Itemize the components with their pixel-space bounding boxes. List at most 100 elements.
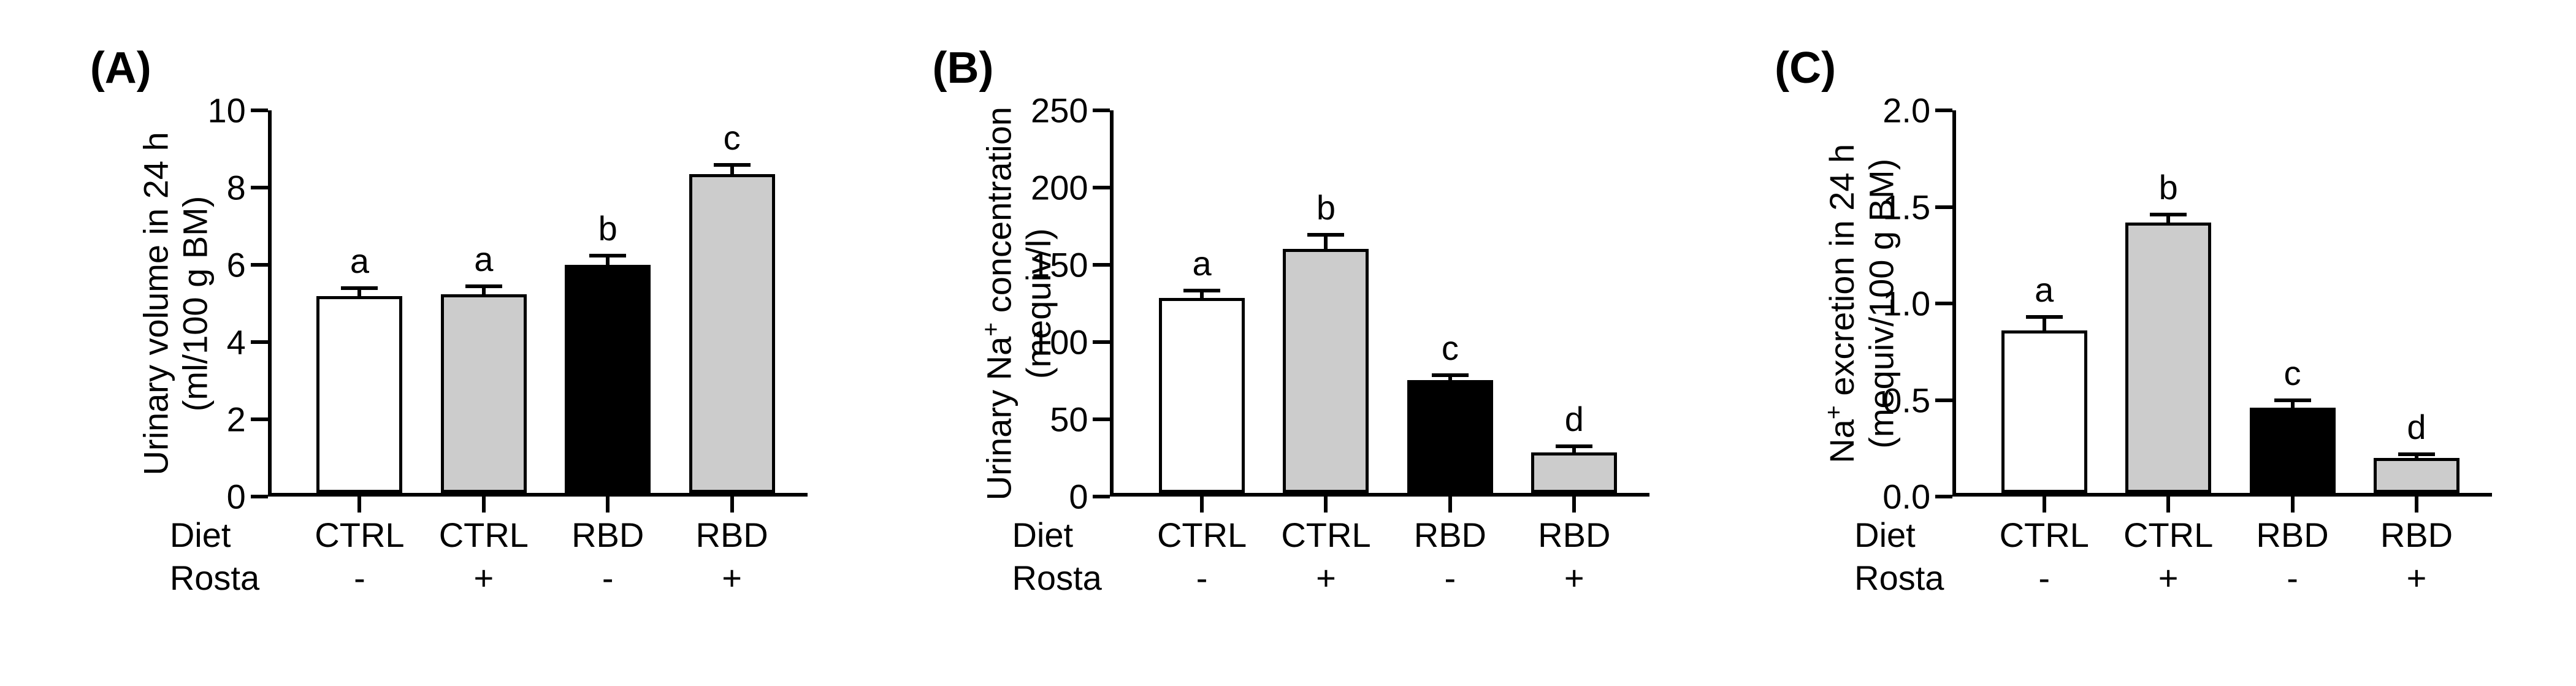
x-tick-label-diet: CTRL xyxy=(1281,515,1370,555)
y-tick-label: 1.0 xyxy=(1882,284,1930,324)
row-label-diet: Diet xyxy=(170,515,231,555)
x-tick xyxy=(357,497,361,513)
row-label-diet: Diet xyxy=(1854,515,1916,555)
x-tick xyxy=(2166,497,2170,513)
panel-A: (A)Urinary volume in 24 h(ml/100 g BM)02… xyxy=(47,25,844,674)
x-tick-label-diet: CTRL xyxy=(2000,515,2089,555)
plot-area: 0.00.51.01.52.0aCTRL-bCTRL+cRBD-dRBD+ xyxy=(1952,110,2492,497)
x-tick-label-rosta: + xyxy=(1316,558,1336,598)
plot-area: 0246810aCTRL-aCTRL+bRBD-cRBD+ xyxy=(268,110,808,497)
x-axis xyxy=(1952,493,2492,497)
bar xyxy=(1283,249,1369,493)
x-axis xyxy=(1110,493,1649,497)
y-tick-label: 10 xyxy=(208,91,246,131)
y-tick-label: 250 xyxy=(1031,91,1088,131)
y-tick xyxy=(1093,495,1110,498)
error-bar-cap xyxy=(465,284,502,288)
x-tick-label-rosta: + xyxy=(1564,558,1584,598)
y-tick xyxy=(1093,109,1110,112)
y-tick xyxy=(1935,205,1952,209)
bar xyxy=(441,294,527,493)
x-tick-label-diet: RBD xyxy=(1414,515,1486,555)
y-tick-label: 2 xyxy=(227,400,246,440)
x-tick xyxy=(1448,497,1452,513)
x-tick xyxy=(2291,497,2295,513)
error-bar-cap xyxy=(1307,233,1344,237)
x-tick-label-rosta: + xyxy=(722,558,742,598)
y-tick xyxy=(251,109,268,112)
error-bar-cap xyxy=(1556,444,1592,448)
x-tick-label-rosta: - xyxy=(2287,558,2298,598)
row-label-rosta: Rosta xyxy=(1854,558,1944,598)
bar xyxy=(2125,223,2211,493)
x-tick-label-diet: RBD xyxy=(2380,515,2453,555)
significance-letter: b xyxy=(1317,188,1336,227)
bar xyxy=(2001,330,2087,493)
x-tick xyxy=(482,497,486,513)
y-tick-label: 8 xyxy=(227,168,246,208)
y-tick xyxy=(251,417,268,421)
significance-letter: d xyxy=(1565,399,1584,439)
x-tick-label-rosta: + xyxy=(2407,558,2427,598)
x-tick xyxy=(730,497,734,513)
bar xyxy=(1159,298,1245,493)
x-tick-label-rosta: + xyxy=(2158,558,2179,598)
y-axis xyxy=(1110,110,1114,497)
significance-letter: a xyxy=(1193,243,1212,283)
y-tick-label: 100 xyxy=(1031,322,1088,362)
y-tick-label: 0.0 xyxy=(1882,477,1930,517)
x-tick xyxy=(1200,497,1204,513)
y-axis xyxy=(268,110,272,497)
significance-letter: a xyxy=(474,239,493,279)
y-tick xyxy=(251,186,268,189)
y-tick-label: 0 xyxy=(1069,477,1088,517)
bar xyxy=(1407,380,1493,493)
y-tick xyxy=(1093,417,1110,421)
y-tick-label: 0 xyxy=(227,477,246,517)
y-tick-label: 1.5 xyxy=(1882,187,1930,227)
bar xyxy=(1531,452,1617,493)
significance-letter: b xyxy=(2159,167,2178,207)
error-bar-stem xyxy=(1324,235,1328,249)
panel-label: (A) xyxy=(90,43,151,93)
x-tick-label-rosta: - xyxy=(602,558,614,598)
error-bar-cap xyxy=(2150,213,2187,216)
y-tick xyxy=(1935,109,1952,112)
y-tick-label: 150 xyxy=(1031,245,1088,285)
y-tick xyxy=(1093,340,1110,344)
y-tick xyxy=(1935,398,1952,402)
bar xyxy=(316,296,402,493)
significance-letter: a xyxy=(2035,270,2054,310)
y-tick xyxy=(251,340,268,344)
panel-C: (C)Na+ excretion in 24 h(mequiv/100 g BM… xyxy=(1732,25,2529,674)
significance-letter: b xyxy=(598,208,617,248)
panel-label: (B) xyxy=(932,43,993,93)
significance-letter: c xyxy=(1442,328,1459,368)
row-label-diet: Diet xyxy=(1012,515,1073,555)
y-tick-label: 0.5 xyxy=(1882,380,1930,420)
error-bar-cap xyxy=(2398,452,2435,456)
x-tick-label-diet: CTRL xyxy=(315,515,404,555)
error-bar-cap xyxy=(1183,289,1220,292)
figure: (A)Urinary volume in 24 h(ml/100 g BM)02… xyxy=(0,0,2576,686)
bar xyxy=(689,174,775,493)
plot-area: 050100150200250aCTRL-bCTRL+cRBD-dRBD+ xyxy=(1110,110,1649,497)
x-tick-label-diet: CTRL xyxy=(1157,515,1247,555)
row-label-rosta: Rosta xyxy=(1012,558,1101,598)
error-bar-cap xyxy=(2026,315,2063,319)
y-tick xyxy=(251,263,268,267)
x-tick xyxy=(2043,497,2046,513)
y-tick xyxy=(1935,302,1952,305)
significance-letter: a xyxy=(350,241,369,281)
x-tick-label-diet: RBD xyxy=(571,515,644,555)
x-tick xyxy=(2415,497,2418,513)
error-bar-cap xyxy=(1432,373,1469,377)
x-tick xyxy=(1572,497,1576,513)
y-tick-label: 2.0 xyxy=(1882,91,1930,131)
error-bar-stem xyxy=(2043,317,2046,330)
y-tick-label: 50 xyxy=(1050,400,1088,440)
bar xyxy=(2374,458,2459,493)
x-tick-label-rosta: - xyxy=(1445,558,1456,598)
x-tick-label-diet: RBD xyxy=(1538,515,1610,555)
bar xyxy=(2250,408,2336,493)
